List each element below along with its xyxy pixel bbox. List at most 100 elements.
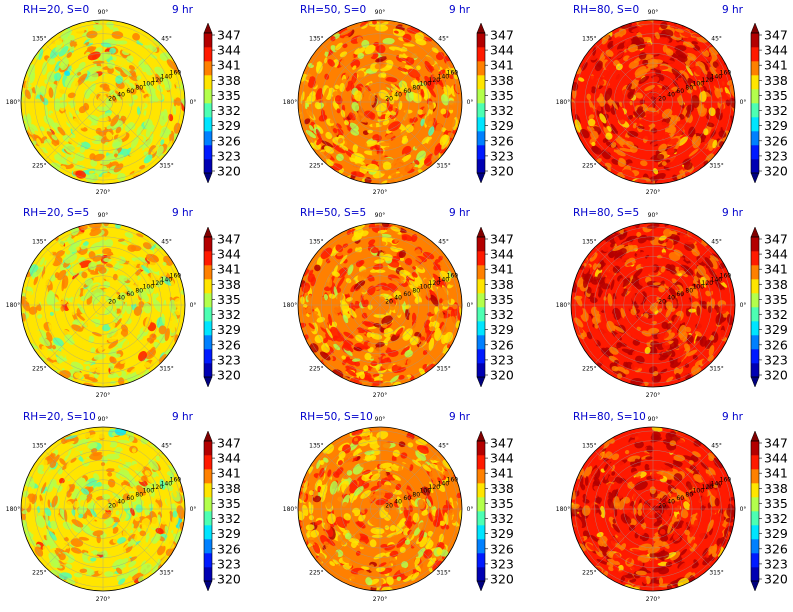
heatmap-cell	[343, 331, 354, 339]
colorbar-tick-label: 332	[217, 103, 241, 118]
colorbar-segment	[477, 47, 485, 62]
radial-tick-label: 160	[720, 70, 732, 77]
heatmap-cell	[354, 246, 363, 254]
angle-tick-label: 315°	[709, 366, 723, 373]
angular-gridline	[102, 246, 162, 306]
heatmap-cell	[633, 178, 647, 184]
heatmap-cell	[423, 158, 432, 166]
polar-frame	[570, 19, 736, 185]
heatmap-cell	[93, 24, 98, 29]
radial-tick-label: 20	[658, 298, 666, 305]
colorbar-tick-label: 323	[490, 352, 514, 367]
heatmap-cell	[410, 357, 422, 366]
heatmap-cell	[57, 269, 67, 281]
colorbar-tick-label: 329	[764, 322, 788, 337]
heatmap-cell	[37, 314, 43, 319]
heatmap-cell	[436, 117, 445, 123]
heatmap-cell	[54, 37, 63, 46]
heatmap-cell	[447, 100, 456, 111]
heatmap-cell	[581, 62, 588, 71]
heatmap-cell	[301, 104, 307, 112]
angle-tick-label: 225°	[582, 163, 596, 170]
heatmap-cell	[110, 254, 122, 262]
heatmap-cell	[571, 101, 577, 114]
heatmap-cell	[417, 157, 425, 169]
heatmap-cell	[351, 72, 358, 84]
angle-tick-label: 0°	[190, 302, 197, 309]
heatmap-cell	[405, 124, 414, 133]
angle-tick-label: 135°	[32, 442, 46, 449]
heatmap-cell	[427, 86, 437, 98]
colorbar-segment	[477, 61, 485, 76]
heatmap-cell	[51, 324, 59, 331]
heatmap-cell	[77, 71, 82, 76]
heatmap-cell	[665, 49, 674, 56]
heatmap-cell	[138, 301, 145, 308]
heatmap-cell	[89, 229, 102, 237]
polar-panel: 2040608010012014016090°45°0°315°270°225°…	[283, 207, 514, 399]
heatmap-cell	[144, 77, 150, 82]
heatmap-cell	[351, 101, 360, 112]
heatmap-cell	[638, 20, 653, 27]
heatmap-cell	[661, 121, 670, 129]
colorbar-segment	[204, 89, 212, 104]
colorbar-tick-label: 332	[217, 307, 241, 322]
heatmap-cell	[71, 227, 80, 236]
heatmap-cell	[60, 291, 67, 301]
radial-tick-label: 140	[161, 276, 173, 283]
polar-frame	[20, 222, 186, 388]
heatmap-cell	[703, 102, 709, 109]
heatmap-cell	[105, 287, 117, 298]
colorbar-tick-label: 326	[764, 337, 788, 352]
heatmap-cell	[139, 106, 145, 114]
heatmap-cell	[113, 92, 122, 101]
colorbar-segment	[204, 237, 212, 252]
colorbar-segment	[477, 363, 485, 378]
heatmap-cell	[94, 431, 108, 439]
heatmap-cell	[88, 65, 102, 73]
colorbar-tick-label: 344	[764, 247, 788, 262]
heatmap-cell	[682, 85, 689, 92]
heatmap-cell	[658, 105, 665, 115]
heatmap-cell	[159, 112, 167, 127]
angular-gridline	[44, 246, 104, 306]
heatmap-cell	[134, 269, 142, 277]
heatmap-cell	[64, 70, 71, 77]
heatmap-cell	[162, 69, 173, 80]
heatmap-cell	[25, 318, 35, 327]
heatmap-cell	[85, 365, 90, 370]
polar-panel: 2040608010012014016090°45°0°315°270°225°…	[6, 411, 241, 603]
colorbar-tick-label: 323	[217, 148, 241, 163]
heatmap-cell	[83, 80, 92, 88]
angular-gridline	[44, 43, 104, 103]
colorbar-tick-label: 347	[217, 436, 241, 451]
angle-tick-label: 315°	[436, 366, 450, 373]
heatmap-cell	[33, 275, 39, 286]
radial-tick-label: 160	[447, 273, 459, 280]
colorbar-tick-label: 329	[764, 118, 788, 133]
polar-panel: 2040608010012014016090°45°0°315°270°225°…	[6, 207, 241, 399]
heatmap-cell	[69, 46, 75, 52]
panel-title: RH=80, S=0	[573, 4, 639, 16]
colorbar-tick-label: 344	[217, 43, 241, 58]
colorbar-extend-max	[750, 22, 760, 34]
angle-tick-label: 180°	[283, 302, 297, 309]
angle-tick-label: 90°	[375, 212, 386, 219]
heatmap-cell	[131, 321, 139, 328]
heatmap-cell	[375, 269, 386, 273]
heatmap-cell	[132, 33, 141, 41]
heatmap-cell	[341, 104, 346, 112]
heatmap-cell	[690, 82, 697, 91]
heatmap-cell	[149, 54, 158, 59]
heatmap-cell	[98, 112, 112, 119]
heatmap-cell	[323, 87, 330, 100]
heatmap-cell	[661, 108, 673, 119]
heatmap-cell	[590, 86, 597, 94]
heatmap-cell	[140, 128, 147, 136]
heatmap-cell	[640, 160, 648, 167]
heatmap-cell	[83, 326, 92, 336]
heatmap-cell	[31, 140, 37, 146]
heatmap-cell	[99, 83, 108, 88]
panel-time-label: 9 hr	[172, 4, 194, 16]
heatmap-cell	[416, 43, 429, 52]
